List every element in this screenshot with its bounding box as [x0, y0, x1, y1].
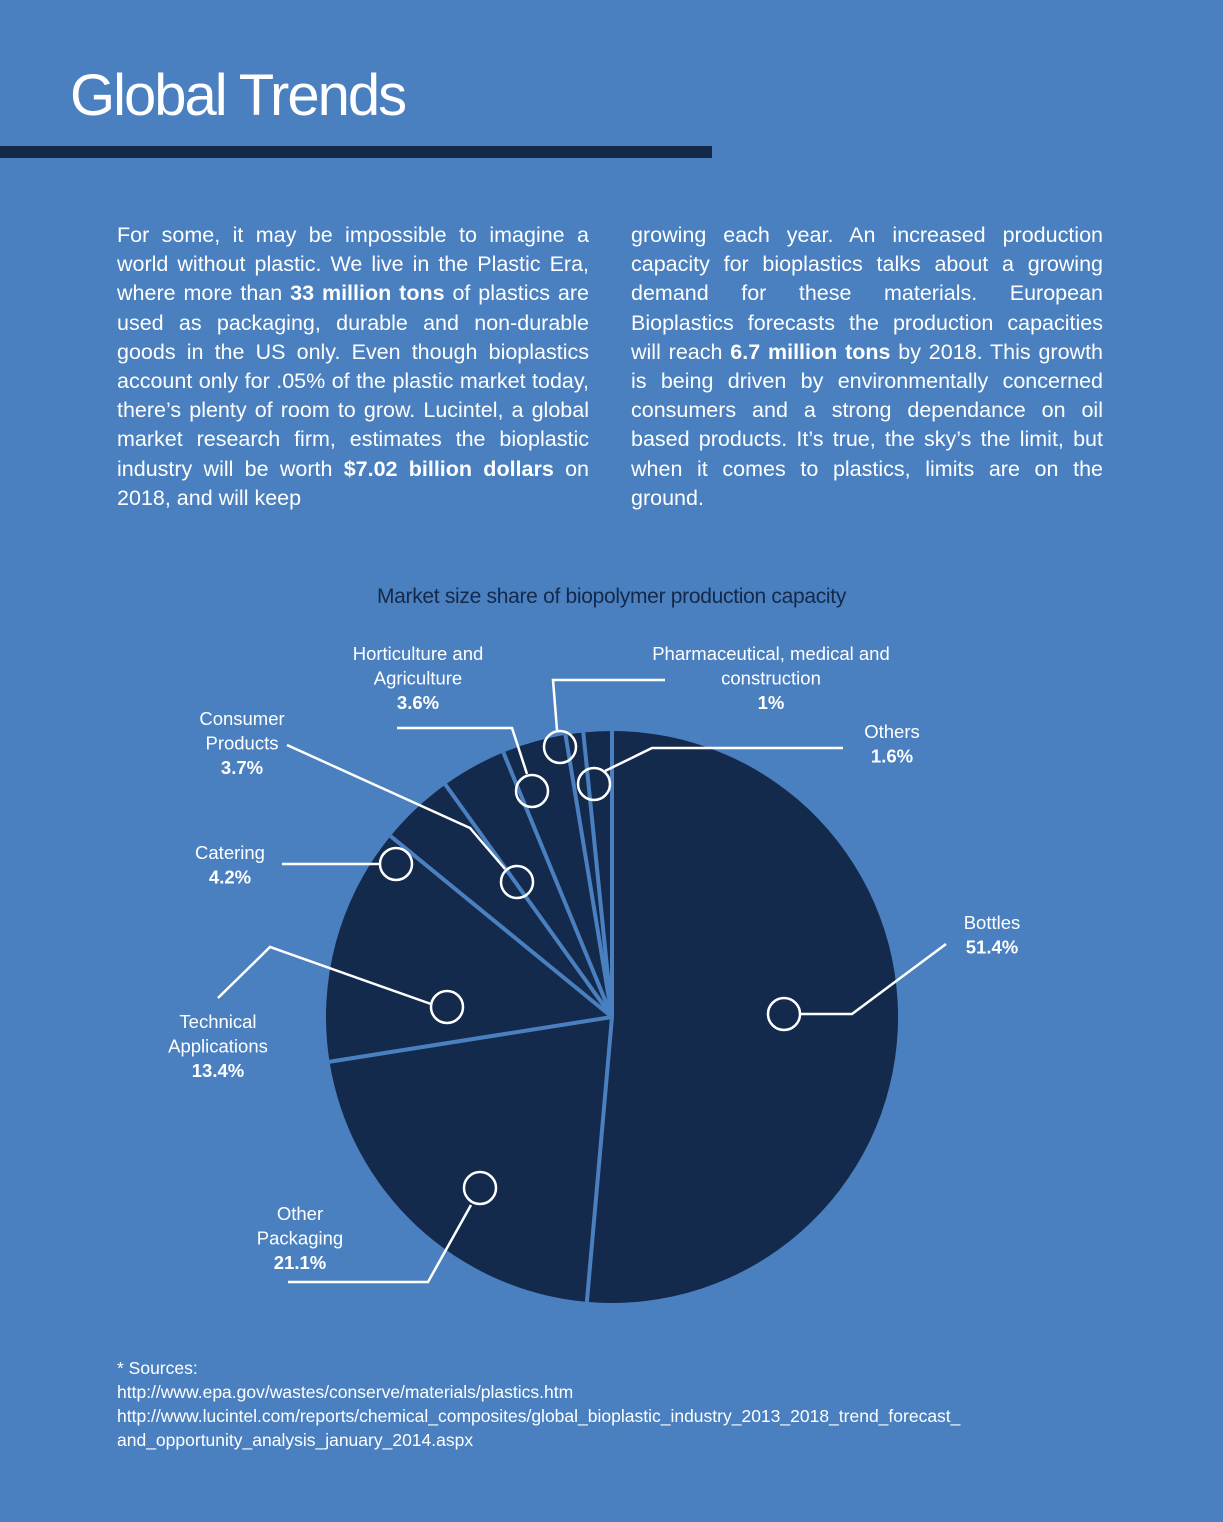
label-marker-0 — [766, 996, 802, 1032]
pie-slice-1 — [329, 1017, 612, 1302]
intro-left-column: For some, it may be impossible to imagin… — [117, 221, 589, 513]
label-marker-5 — [514, 773, 550, 809]
leader-line-2 — [217, 945, 432, 1006]
slice-label-6-line-1: construction — [721, 668, 821, 689]
page-title: Global Trends — [70, 63, 407, 128]
left-column-run-2: of plastics are used as packaging, durab… — [117, 281, 589, 481]
slice-separator-3 — [389, 834, 614, 1019]
title-rule — [0, 146, 712, 158]
slice-separator-5 — [501, 751, 614, 1018]
slice-label-7-line-0: Others — [864, 721, 920, 742]
label-marker-4 — [499, 864, 535, 900]
left-column-run-3-highlight: $7.02 billion dollars — [343, 456, 554, 481]
slice-separator-4 — [443, 783, 614, 1019]
intro-right-column: growing each year. An increased producti… — [631, 221, 1103, 513]
source-link-2-continued[interactable]: and_opportunity_analysis_january_2014.as… — [117, 1430, 474, 1450]
slice-value-label-2: 13.4% — [192, 1060, 244, 1081]
label-marker-6 — [542, 729, 578, 765]
slice-value-label-1: 21.1% — [274, 1252, 326, 1273]
leader-line-0 — [800, 942, 947, 1016]
slice-separator-2 — [329, 1015, 613, 1064]
slice-label-5-line-1: Agriculture — [374, 668, 462, 689]
sources-block: * Sources: http://www.epa.gov/wastes/con… — [117, 1356, 960, 1452]
slice-value-label-5: 3.6% — [397, 692, 439, 713]
slice-separator-1 — [584, 1016, 614, 1303]
slice-label-6-line-0: Pharmaceutical, medical and — [652, 643, 890, 664]
slice-label-3-line-0: Catering — [195, 842, 265, 863]
slice-label-2-line-1: Applications — [168, 1036, 268, 1057]
leader-line-6 — [551, 678, 665, 731]
slice-separator-6 — [563, 734, 614, 1018]
slice-label-4-line-0: Consumer — [199, 708, 284, 729]
pie-slice-3 — [390, 784, 612, 1017]
label-marker-7 — [576, 766, 612, 802]
chart-title: Market size share of biopolymer producti… — [376, 585, 847, 608]
label-marker-2 — [429, 989, 465, 1025]
slice-label-2-line-0: Technical — [179, 1011, 256, 1032]
slice-label-1-line-0: Other — [277, 1203, 323, 1224]
label-marker-3 — [378, 846, 414, 882]
leader-line-7 — [604, 746, 843, 773]
slice-value-label-6: 1% — [758, 692, 785, 713]
slice-value-label-0: 51.4% — [966, 937, 1018, 958]
slice-label-1-line-1: Packaging — [257, 1228, 343, 1249]
left-column-run-4: on 2018, and will keep — [117, 456, 589, 510]
leader-line-1 — [288, 1204, 473, 1284]
right-column-run-0: growing each year. An increased producti… — [631, 223, 1103, 364]
slice-label-4-line-1: Products — [205, 733, 278, 754]
slice-value-label-7: 1.6% — [871, 746, 913, 767]
pie-slice-2 — [325, 836, 612, 1062]
label-marker-1 — [462, 1170, 498, 1206]
right-column-run-1-highlight: 6.7 million tons — [730, 339, 891, 364]
source-link-1[interactable]: http://www.epa.gov/wastes/conserve/mater… — [117, 1382, 574, 1402]
source-link-2[interactable]: http://www.lucintel.com/reports/chemical… — [117, 1406, 961, 1426]
pie-slice-0 — [586, 731, 899, 1303]
pie-slice-4 — [445, 752, 612, 1017]
leader-line-4 — [286, 743, 506, 870]
left-column-run-0: For some, it may be impossible to imagin… — [117, 223, 589, 306]
sources-heading: * Sources: — [117, 1358, 198, 1378]
slice-separator-7 — [581, 732, 614, 1018]
right-column-run-2: by 2018. This growth is being driven by … — [631, 339, 1103, 510]
slice-label-0-line-0: Bottles — [964, 912, 1021, 933]
leader-line-5 — [397, 726, 529, 775]
slice-label-5-line-0: Horticulture and — [353, 643, 484, 664]
slice-value-label-3: 4.2% — [209, 867, 251, 888]
left-column-run-1-highlight: 33 million tons — [290, 281, 445, 306]
slice-value-label-4: 3.7% — [221, 757, 263, 778]
